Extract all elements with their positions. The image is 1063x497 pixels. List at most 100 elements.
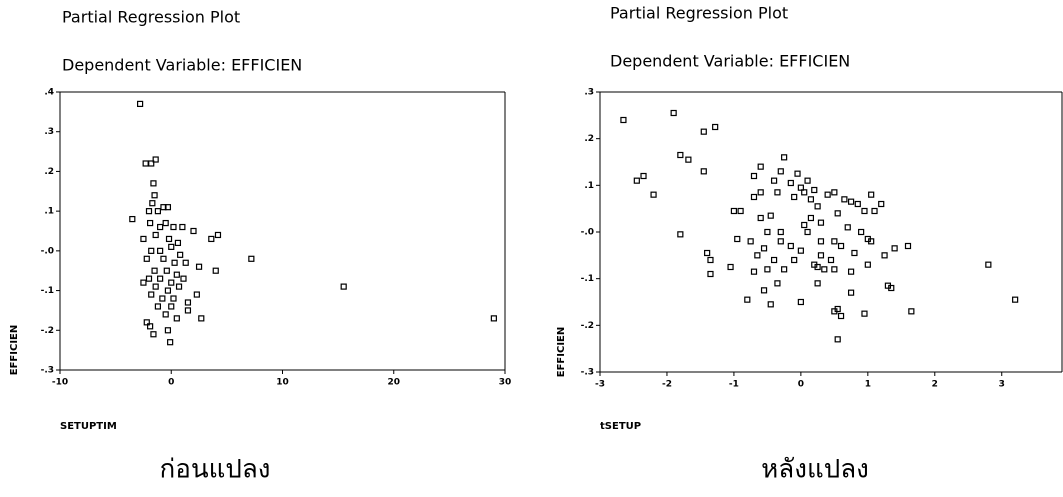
point <box>640 172 647 180</box>
point <box>150 331 157 338</box>
point <box>147 219 154 227</box>
y-tick-label: .1 <box>44 207 54 217</box>
point <box>770 256 778 264</box>
point <box>831 266 838 273</box>
point <box>757 189 764 196</box>
point <box>700 168 707 175</box>
point <box>1012 296 1019 303</box>
point <box>171 259 178 266</box>
point <box>744 296 751 303</box>
point <box>152 283 159 290</box>
point <box>837 312 845 320</box>
chart-title: Partial Regression Plot <box>62 8 240 27</box>
point <box>754 252 761 259</box>
point <box>817 238 825 245</box>
point <box>712 123 719 131</box>
point <box>160 255 167 262</box>
point <box>154 208 161 215</box>
point <box>154 303 161 310</box>
x-axis-label: tSETUP <box>600 421 641 432</box>
point <box>868 238 875 245</box>
point <box>148 247 155 254</box>
y-axis-label: EFFICIEN <box>556 327 567 377</box>
x-tick-label: -3 <box>595 380 605 390</box>
point <box>847 268 855 275</box>
point <box>824 191 831 198</box>
x-tick-label: 20 <box>387 378 400 388</box>
y-axis-label: EFFICIEN <box>9 325 20 375</box>
point <box>871 207 878 215</box>
point <box>173 271 180 278</box>
point <box>650 191 657 198</box>
y-tick-label: .2 <box>584 134 594 144</box>
point <box>837 242 845 250</box>
point <box>157 275 164 282</box>
point <box>164 287 172 294</box>
point <box>888 284 895 292</box>
point <box>747 238 754 245</box>
point <box>770 177 778 184</box>
x-tick-label: 0 <box>168 378 174 388</box>
point <box>847 289 855 296</box>
point <box>670 109 677 117</box>
point <box>140 235 147 243</box>
point <box>208 235 215 243</box>
caption: ก่อนแปลง <box>159 455 270 485</box>
point <box>151 192 158 199</box>
point <box>182 259 189 266</box>
point <box>142 160 149 167</box>
point <box>750 193 758 201</box>
point <box>164 204 172 211</box>
point <box>145 208 153 215</box>
point <box>340 283 347 290</box>
point <box>151 267 158 274</box>
point <box>777 228 784 236</box>
point <box>791 193 798 201</box>
point <box>834 336 841 343</box>
point <box>861 207 868 215</box>
point <box>173 315 180 322</box>
y-tick-label: -.0 <box>581 228 594 238</box>
point <box>797 247 804 254</box>
point <box>814 280 821 287</box>
point <box>781 266 788 273</box>
x-axis-label: SETUPTIM <box>60 421 117 432</box>
point <box>145 275 153 282</box>
y-tick-label: .4 <box>44 88 54 98</box>
point <box>677 231 684 238</box>
point <box>801 221 808 229</box>
chart-title: Partial Regression Plot <box>610 4 788 23</box>
point <box>248 255 255 262</box>
point <box>159 295 166 302</box>
point <box>834 210 841 217</box>
x-tick-label: 2 <box>932 380 938 390</box>
point <box>140 279 147 286</box>
point <box>757 163 764 170</box>
point <box>152 231 159 239</box>
point <box>831 308 838 315</box>
point <box>791 256 798 264</box>
point <box>198 315 205 322</box>
point <box>760 287 768 294</box>
point <box>700 128 707 135</box>
point <box>821 266 828 273</box>
point <box>168 243 175 250</box>
point <box>841 196 848 203</box>
x-tick-label: -10 <box>52 378 68 388</box>
point <box>162 311 169 318</box>
point <box>490 315 497 322</box>
point <box>985 261 992 268</box>
chart-subtitle: Dependent Variable: EFFICIEN <box>62 56 302 75</box>
point <box>864 261 871 268</box>
point <box>797 298 804 306</box>
point <box>175 283 183 290</box>
point <box>854 200 861 208</box>
point <box>212 267 219 274</box>
y-tick-label: .2 <box>44 167 54 177</box>
point <box>167 339 174 346</box>
point <box>174 239 182 247</box>
point <box>168 303 175 310</box>
y-tick-label: .3 <box>44 127 54 137</box>
point <box>774 280 781 287</box>
point <box>147 323 154 330</box>
